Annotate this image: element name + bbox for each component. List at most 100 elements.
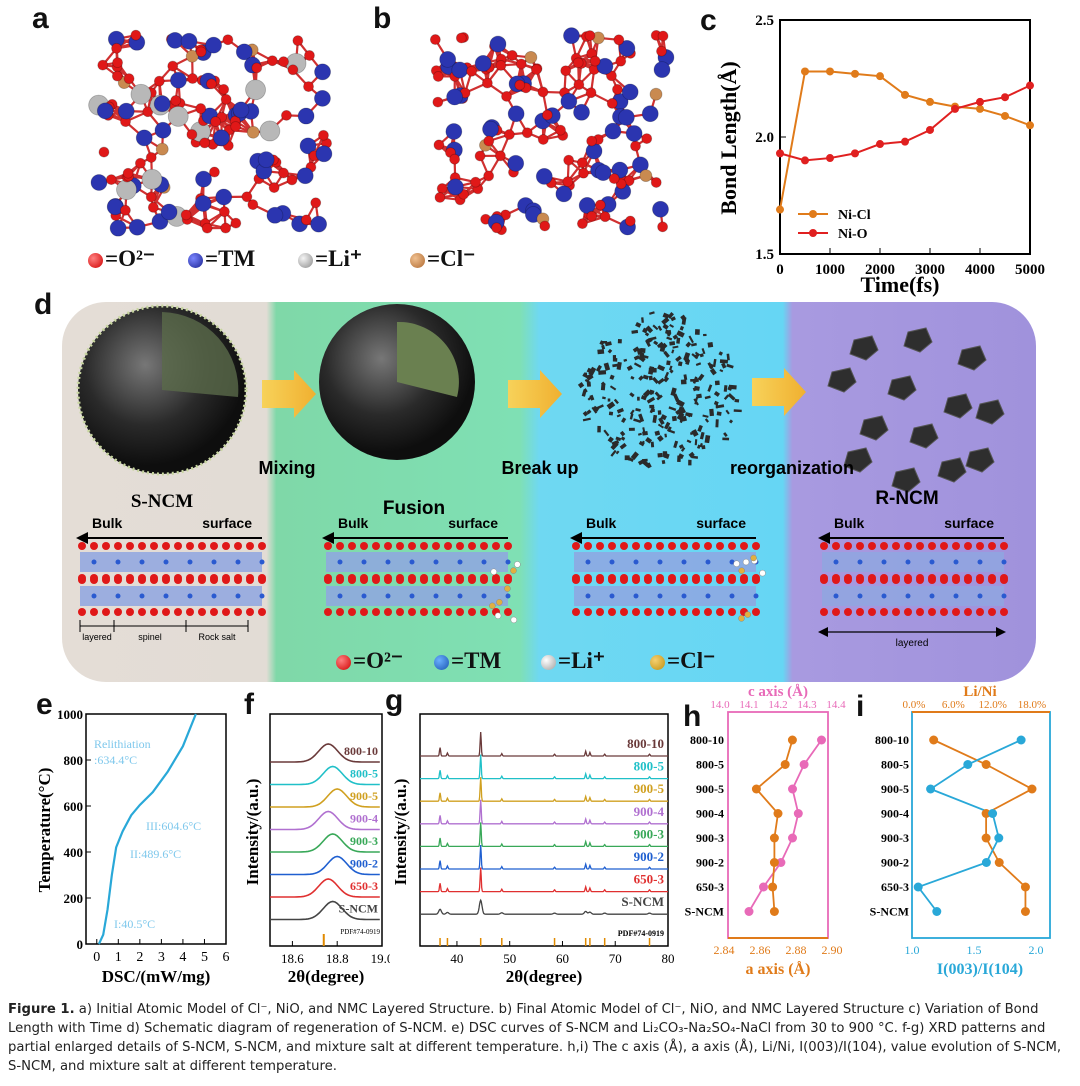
- o-atom: [470, 176, 481, 188]
- bottom-tick-label: 2.84: [714, 943, 735, 957]
- data-point: [876, 140, 884, 149]
- legend-o: =O²⁻: [353, 648, 404, 673]
- top-axis-label: c axis (Å): [748, 684, 808, 700]
- xrd-line-900-3: [270, 833, 380, 853]
- panel-label-d: d: [34, 288, 53, 321]
- o-atom: [530, 64, 542, 75]
- x-tick-label: 1000: [815, 262, 845, 278]
- o-atom: [145, 152, 157, 163]
- legend-ni-cl: Ni-Cl: [838, 208, 871, 223]
- r-ncm-grain: [957, 345, 987, 371]
- o-atom: [657, 221, 668, 233]
- o-atom: [650, 177, 662, 188]
- series-label: 900-2: [634, 849, 664, 864]
- o-atom: [153, 75, 165, 87]
- surface-label: surface: [944, 515, 994, 531]
- top-tick-label: 14.3: [797, 699, 817, 711]
- c-axis-point: [799, 760, 809, 769]
- y-tick-label: 0: [77, 937, 84, 952]
- y-axis-label: Temperature(°C): [35, 768, 54, 893]
- a-axis-point: [769, 907, 779, 916]
- o-atom: [436, 183, 448, 194]
- o-atom: [606, 98, 618, 109]
- y-tick-label: 200: [64, 891, 84, 906]
- o-atom: [147, 202, 159, 213]
- bulk-label: Bulk: [586, 515, 617, 531]
- r-ncm-grain: [891, 467, 921, 493]
- y-tick-label: 1.5: [755, 247, 774, 263]
- category-label: 900-5: [881, 782, 909, 796]
- o-atom: [599, 211, 611, 223]
- y-tick-label: 800: [64, 753, 84, 768]
- tm-atom: [154, 121, 172, 139]
- series-label: 800-10: [344, 744, 378, 758]
- reference-label: PDF#74-0919: [340, 928, 380, 936]
- label-reorganization: reorganization: [730, 458, 854, 478]
- y-tick-label: 1000: [57, 707, 83, 722]
- li-atom-icon: [298, 253, 313, 268]
- legend-tm: =TM: [205, 246, 256, 271]
- li-ni-point: [981, 760, 991, 769]
- o-atom: [613, 34, 625, 46]
- xrd-line-900-2: [270, 855, 380, 876]
- o-atom: [612, 84, 623, 95]
- bottom-axis-label: a axis (Å): [746, 960, 811, 978]
- panel-label-h: h: [683, 700, 702, 733]
- category-label: 900-3: [881, 831, 909, 845]
- legend-cl: =Cl⁻: [667, 648, 716, 673]
- series-label: 650-3: [634, 872, 665, 887]
- panel-label-a: a: [32, 2, 49, 35]
- x-tick-label: 3000: [915, 262, 945, 278]
- o-atom: [560, 65, 572, 77]
- cl-atom: [524, 51, 538, 64]
- o-atom: [278, 167, 289, 179]
- o-atom: [432, 71, 444, 82]
- panel-label-i: i: [856, 690, 865, 723]
- top-tick-label: 14.4: [826, 699, 846, 711]
- schematic-drawing: S-NCM Mixing Fusion Break up reorganizat…: [76, 304, 1008, 649]
- x-axis-label: Time(fs): [860, 272, 939, 297]
- lattice-param-chart: c axis (Å) 14.0 14.1 14.2 14.3 14.4 2.84 2.86 2.…: [685, 684, 846, 978]
- o-atom: [292, 35, 304, 47]
- tm-atom: [314, 89, 331, 107]
- a-axis-point: [769, 833, 779, 843]
- o-atom: [180, 209, 192, 221]
- stage-s-ncm: S-NCM: [131, 491, 193, 512]
- li-ni-point: [981, 833, 991, 843]
- annotation-relithiation-temp: :634.4°C: [94, 753, 137, 767]
- atom-legend-schematic: =O²⁻ =TM =Li⁺ =Cl⁻: [336, 648, 756, 678]
- o-atom: [281, 109, 292, 121]
- r-ncm-grain: [849, 335, 879, 361]
- intensity-ratio-point: [913, 882, 923, 892]
- category-label: 900-4: [881, 807, 909, 821]
- xrd-line-900-5: [420, 777, 668, 802]
- o-atom: [578, 167, 589, 179]
- region-layered-final: layered: [896, 638, 929, 649]
- series-label: 800-10: [627, 736, 664, 751]
- r-ncm-grain: [843, 447, 873, 473]
- o-atom: [145, 191, 157, 203]
- y-axis-label: Intensity/(a.u.): [391, 779, 410, 886]
- x-tick-label: 2000: [865, 262, 895, 278]
- c-axis-point: [817, 735, 826, 745]
- li-ni-point: [981, 809, 991, 818]
- tm-atom: [195, 170, 212, 188]
- surface-label: surface: [696, 515, 746, 531]
- y-tick-label: 400: [64, 845, 84, 860]
- x-tick-label: 3: [158, 950, 165, 965]
- data-point: [1026, 81, 1034, 90]
- data-point: [1001, 93, 1009, 102]
- o-atom: [491, 222, 502, 234]
- c-axis-point: [744, 907, 754, 916]
- top-tick-label: 0.0%: [903, 699, 926, 711]
- o-atom: [432, 96, 444, 108]
- series-label: 900-5: [634, 781, 665, 796]
- series-label: 800-5: [350, 767, 378, 781]
- o-atom: [266, 55, 278, 67]
- cl-atom-icon: [410, 253, 425, 268]
- category-label: S-NCM: [870, 905, 909, 919]
- tm-atom: [573, 103, 590, 121]
- r-ncm-grain: [943, 393, 973, 419]
- annotation-relithiation: Relithiation: [94, 737, 151, 751]
- x-tick-label: 80: [662, 951, 675, 966]
